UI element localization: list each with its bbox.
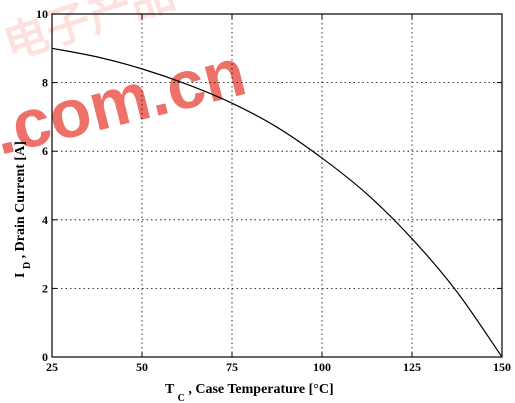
ticks: 25 50 75 100 125 150 0 2 4 6 8 10	[36, 7, 511, 374]
y-tick-label: 8	[42, 76, 48, 90]
y-axis-title-main: I	[13, 273, 28, 278]
y-axis-title-sub: D	[22, 262, 33, 269]
series-layer	[51, 47, 503, 358]
plot-frame	[51, 13, 503, 358]
svg-text:I D , Drain Curren: I D , Drain Current [A]	[13, 141, 34, 278]
x-axis-title-unit: [°C]	[309, 382, 334, 397]
x-axis-title-rest: , Case Temperature	[188, 382, 305, 397]
x-tick-label: 125	[403, 360, 421, 374]
x-tick-label: 75	[226, 360, 238, 374]
y-tick-label: 6	[42, 144, 48, 158]
x-tick-label: 25	[46, 360, 58, 374]
x-tick-label: 150	[493, 360, 511, 374]
y-axis-title-rest: , Drain Current	[13, 164, 28, 259]
x-tick-label: 100	[313, 360, 331, 374]
svg-text:T C , Case Tempera: T C , Case Temperature [°C]	[165, 382, 334, 403]
x-axis-title-sub: C	[178, 393, 185, 403]
y-axis-title-unit: [A]	[13, 141, 28, 160]
y-tick-label: 0	[42, 350, 48, 364]
x-tick-label: 50	[136, 360, 148, 374]
y-tick-label: 4	[42, 213, 48, 227]
y-axis-title: I D , Drain Current [A]	[13, 141, 34, 278]
grid	[52, 14, 502, 357]
x-axis-title-main: T	[165, 382, 175, 397]
y-tick-label: 2	[42, 281, 48, 295]
x-axis-title: T C , Case Temperature [°C]	[165, 382, 334, 403]
watermark: 电子产品 .com.cn	[0, 0, 253, 170]
y-tick-label: 10	[36, 7, 48, 21]
series-line-0	[51, 47, 503, 358]
